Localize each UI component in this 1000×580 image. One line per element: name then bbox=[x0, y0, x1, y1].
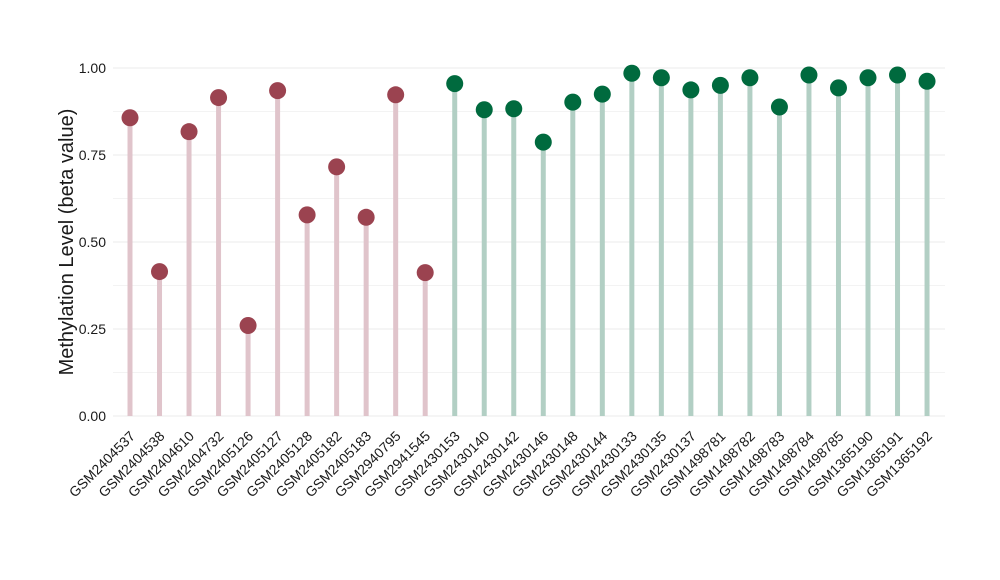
y-tick-label: 0.50 bbox=[79, 234, 106, 250]
lollipop-point bbox=[210, 89, 228, 107]
y-axis-title: Methylation Level (beta value) bbox=[56, 109, 78, 376]
lollipop-point bbox=[357, 208, 375, 226]
lollipop-point bbox=[770, 98, 788, 116]
lollipop-point bbox=[682, 81, 700, 99]
y-axis-ticks: 0.00 0.25 0.50 0.75 1.00 bbox=[79, 60, 106, 424]
lollipop-points bbox=[121, 64, 936, 335]
lollipop-point bbox=[387, 86, 405, 104]
lollipop-point bbox=[652, 69, 670, 87]
lollipop-point bbox=[239, 317, 257, 335]
y-tick-label: 1.00 bbox=[79, 60, 106, 76]
lollipop-point bbox=[121, 109, 139, 127]
lollipop-point bbox=[446, 75, 464, 93]
lollipop-point bbox=[534, 133, 552, 151]
y-tick-label: 0.75 bbox=[79, 147, 106, 163]
lollipop-point bbox=[269, 82, 287, 100]
lollipop-point bbox=[593, 85, 611, 103]
lollipop-point bbox=[889, 66, 907, 84]
lollipop-point bbox=[180, 123, 198, 141]
lollipop-point bbox=[416, 264, 434, 282]
lollipop-point bbox=[505, 100, 523, 118]
lollipop-point bbox=[151, 263, 169, 281]
lollipop-point bbox=[829, 79, 847, 97]
lollipop-point bbox=[859, 69, 877, 87]
grid-lines bbox=[113, 67, 945, 417]
lollipop-stems bbox=[127, 73, 930, 416]
y-tick-label: 0.25 bbox=[79, 321, 106, 337]
y-tick-label: 0.00 bbox=[79, 408, 106, 424]
lollipop-point bbox=[800, 66, 818, 84]
lollipop-point bbox=[741, 69, 759, 87]
lollipop-point bbox=[298, 206, 316, 224]
lollipop-point bbox=[711, 76, 729, 94]
lollipop-point bbox=[328, 158, 346, 176]
lollipop-point bbox=[623, 64, 641, 82]
lollipop-point bbox=[475, 101, 493, 119]
lollipop-point bbox=[564, 93, 582, 111]
lollipop-point bbox=[918, 72, 936, 90]
x-axis-ticks: GSM2404537GSM2404538GSM2404610GSM2404732… bbox=[66, 428, 936, 501]
